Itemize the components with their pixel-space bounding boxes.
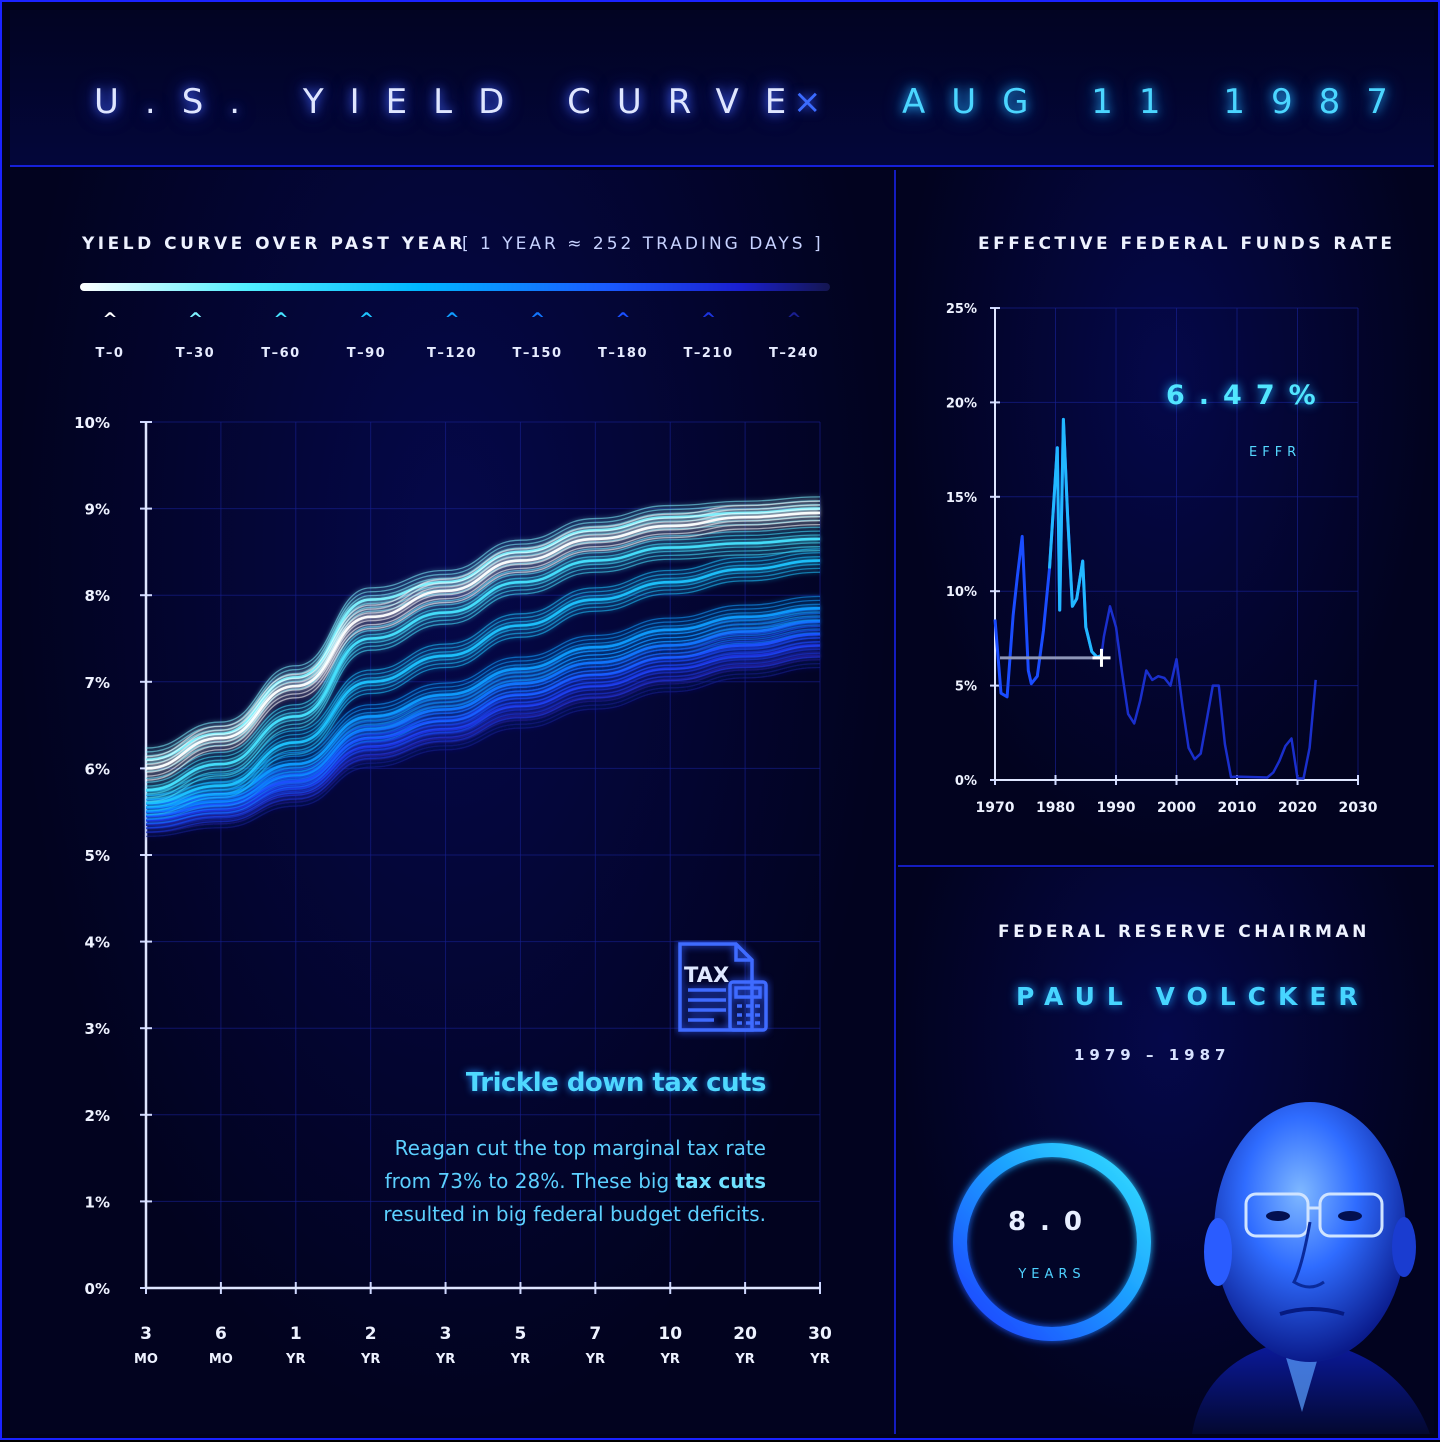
tax-document-icon: TAX: [678, 942, 768, 1032]
legend-item: ^ T–60: [251, 309, 311, 362]
legend-item: ^ T–30: [166, 309, 226, 362]
legend-label: T–210: [683, 346, 734, 361]
legend-item: ^ T–240: [764, 309, 824, 362]
legend-label: T–240: [768, 346, 819, 361]
yield-curve-subtitle: [ 1 YEAR ≈ 252 TRADING DAYS ]: [462, 234, 824, 254]
chevron-up-icon: ^: [273, 309, 289, 330]
legend-label: T–180: [597, 346, 648, 361]
legend-label: T–150: [512, 346, 563, 361]
legend-label: T–90: [346, 346, 387, 361]
effr-value-label: EFFR: [1249, 445, 1302, 460]
legend-label: T–30: [175, 346, 216, 361]
tenure-ring: [953, 1143, 1151, 1341]
legend-item: ^ T–180: [593, 309, 653, 362]
legend-label: T–0: [95, 346, 125, 361]
chevron-up-icon: ^: [187, 309, 204, 330]
tenure-unit: YEARS: [1018, 1267, 1086, 1282]
legend-item: ^ T–210: [679, 309, 739, 362]
legend-item: ^ T–0: [80, 309, 140, 362]
tax-note-heading: Trickle down tax cuts: [465, 1068, 767, 1098]
chevron-up-icon: ^: [102, 309, 118, 330]
yield-curve-title: YIELD CURVE OVER PAST YEAR: [82, 234, 466, 254]
tax-icon-text: TAX: [684, 963, 729, 987]
age-gradient-bar: [80, 283, 830, 291]
chevron-up-icon: ^: [615, 309, 631, 330]
effr-value: 6.47%: [1166, 380, 1330, 411]
legend-label: T–60: [261, 346, 301, 361]
legend-item: ^ T–150: [508, 309, 568, 362]
legend-item: ^ T–120: [422, 309, 482, 362]
effr-title: EFFECTIVE FEDERAL FUNDS RATE: [978, 234, 1396, 254]
header: U.S. YIELD CURVE × AUG 11 1987: [10, 10, 1434, 167]
page-title: U.S. YIELD CURVE: [94, 82, 813, 122]
legend-item: ^ T–90: [337, 309, 397, 362]
chairman-title: FEDERAL RESERVE CHAIRMAN: [998, 922, 1370, 942]
tax-note-line1: Reagan cut the top marginal tax rate: [394, 1136, 766, 1160]
tax-note-body: Reagan cut the top marginal tax rate fro…: [342, 1132, 766, 1231]
chevron-up-icon: ^: [529, 309, 546, 330]
tax-note-emphasis: tax cuts: [675, 1169, 766, 1193]
effr-panel: [898, 170, 1434, 867]
chairman-name: PAUL VOLCKER: [1016, 982, 1370, 1011]
chairman-portrait: [1192, 1102, 1430, 1434]
chevron-up-icon: ^: [444, 309, 460, 330]
tax-note-line2a: from 73% to 28%. These big: [384, 1169, 676, 1193]
tenure-ring-progress: [953, 1143, 1151, 1341]
chevron-up-icon: ^: [786, 309, 802, 330]
chevron-up-icon: ^: [700, 309, 717, 330]
title-separator: ×: [793, 82, 822, 122]
chevron-up-icon: ^: [358, 309, 375, 330]
tenure-value: 8.0: [1007, 1207, 1097, 1237]
tax-note-line3: resulted in big federal budget deficits.: [383, 1202, 766, 1226]
legend-label: T–120: [426, 346, 477, 361]
page-date: AUG 11 1987: [902, 82, 1414, 122]
chairman-term: 1979 – 1987: [1074, 1046, 1231, 1064]
